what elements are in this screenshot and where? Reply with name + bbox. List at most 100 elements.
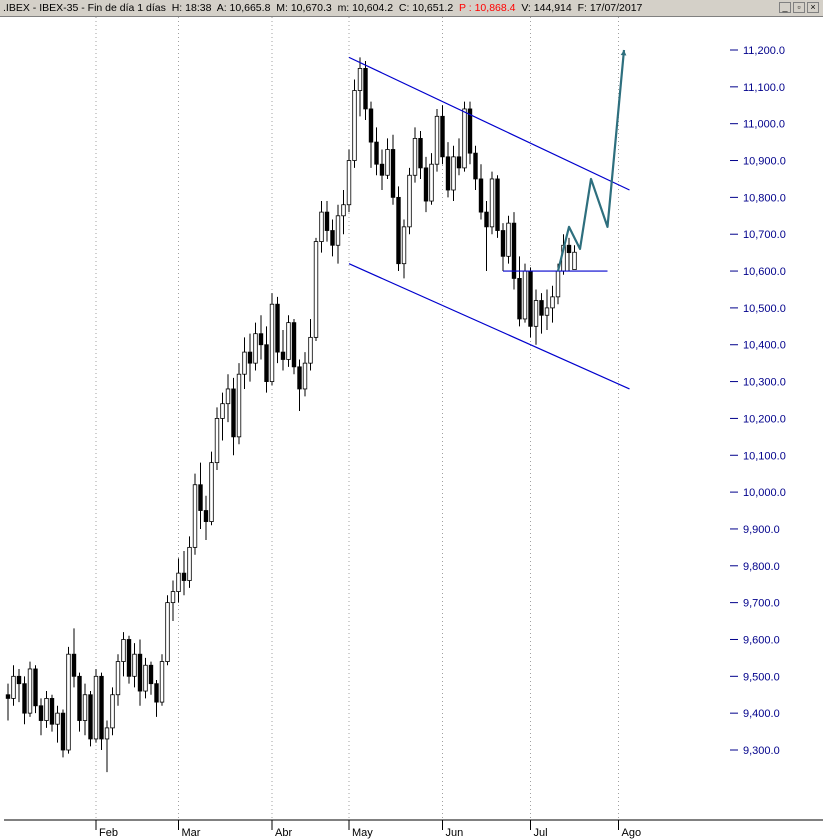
close-button[interactable]: × bbox=[807, 2, 819, 13]
candle-body bbox=[66, 653, 71, 751]
candle bbox=[16, 668, 22, 703]
candle-body bbox=[572, 251, 577, 270]
candle-body bbox=[374, 141, 379, 165]
candle-body bbox=[231, 388, 236, 438]
instrument-name: IBEX-35 bbox=[39, 2, 79, 14]
candle bbox=[203, 495, 209, 540]
candle bbox=[396, 186, 401, 272]
candle bbox=[291, 318, 297, 375]
open-label: A: bbox=[216, 2, 227, 14]
candle-body bbox=[104, 727, 110, 740]
candle bbox=[55, 705, 60, 743]
candle-body bbox=[38, 705, 44, 721]
candle-body bbox=[93, 675, 99, 740]
candle-body bbox=[517, 278, 522, 320]
y-tick-label: 10,700.0 bbox=[743, 229, 786, 241]
candlesticks bbox=[5, 57, 577, 773]
candle bbox=[341, 190, 346, 235]
candle bbox=[159, 654, 165, 706]
candle bbox=[236, 363, 242, 445]
y-tick-label: 11,100.0 bbox=[743, 82, 785, 94]
candle-body bbox=[22, 683, 27, 714]
candle bbox=[187, 536, 192, 588]
candle bbox=[220, 392, 225, 441]
y-tick-label: 9,400.0 bbox=[743, 708, 780, 720]
candle-body bbox=[176, 572, 181, 592]
candle bbox=[297, 359, 302, 412]
candle-body bbox=[55, 712, 60, 725]
candle-body bbox=[434, 115, 440, 165]
candle bbox=[165, 595, 170, 666]
candle-body bbox=[280, 351, 286, 360]
candle bbox=[363, 61, 368, 120]
candle bbox=[506, 215, 511, 264]
y-tick-label: 9,300.0 bbox=[743, 745, 780, 757]
candle-body bbox=[423, 167, 429, 202]
candle bbox=[566, 237, 572, 272]
x-tick-label: May bbox=[352, 827, 373, 839]
candle bbox=[352, 79, 357, 168]
y-tick-label: 10,600.0 bbox=[743, 266, 786, 278]
symbol: .IBEX bbox=[3, 2, 30, 14]
candle-body bbox=[115, 661, 121, 696]
candle bbox=[154, 680, 159, 717]
candle bbox=[209, 451, 214, 526]
channel-lower-line bbox=[348, 263, 630, 390]
candle-body bbox=[308, 336, 313, 364]
candle bbox=[181, 551, 187, 596]
candle bbox=[346, 149, 352, 213]
candle-body bbox=[242, 351, 247, 375]
y-tick-label: 10,200.0 bbox=[743, 413, 786, 425]
timeframe: Fin de día 1 días bbox=[87, 2, 166, 14]
candle-body bbox=[478, 178, 484, 213]
y-tick-label: 10,800.0 bbox=[743, 192, 786, 204]
minimize-button[interactable]: _ bbox=[779, 2, 791, 13]
p-value: 10,868.4 bbox=[474, 2, 516, 14]
candle-body bbox=[214, 418, 220, 464]
candle bbox=[11, 665, 16, 706]
x-tick-label: Feb bbox=[99, 827, 118, 839]
candle-body bbox=[385, 149, 390, 176]
candle-body bbox=[159, 661, 165, 703]
candle-body bbox=[506, 222, 511, 257]
candle bbox=[44, 691, 49, 728]
candle bbox=[473, 145, 478, 190]
candle-body bbox=[412, 138, 418, 176]
candle bbox=[214, 407, 220, 470]
candle bbox=[192, 473, 198, 555]
candle-body bbox=[148, 664, 154, 685]
trendlines bbox=[348, 49, 630, 390]
candle-body bbox=[192, 484, 198, 548]
restore-button[interactable]: ▫ bbox=[793, 2, 805, 13]
candle bbox=[572, 245, 577, 270]
candle-body bbox=[220, 403, 225, 419]
candle bbox=[412, 127, 418, 183]
candle bbox=[143, 657, 148, 699]
projection-arrowhead bbox=[620, 50, 627, 56]
candle-body bbox=[110, 694, 115, 729]
candle-body bbox=[181, 572, 187, 581]
candle-body bbox=[390, 149, 396, 198]
candle bbox=[484, 201, 489, 272]
time-label: H: bbox=[171, 2, 183, 14]
candle-body bbox=[126, 639, 132, 677]
candle bbox=[550, 285, 555, 323]
candle bbox=[198, 462, 203, 529]
candle-body bbox=[165, 602, 170, 662]
candle-body bbox=[203, 510, 209, 522]
candle-body bbox=[60, 712, 66, 751]
y-tick-label: 10,400.0 bbox=[743, 340, 786, 352]
candle-body bbox=[258, 333, 264, 346]
candle-body bbox=[489, 178, 495, 228]
price-chart[interactable]: 9,300.0 9,400.0 9,500.0 9,600.0 9,700.0 9,800… bbox=[0, 17, 823, 839]
candle bbox=[539, 293, 544, 334]
candle bbox=[374, 127, 379, 176]
candle bbox=[115, 654, 121, 706]
candle-body bbox=[473, 152, 478, 180]
candle-body bbox=[346, 160, 352, 206]
candle bbox=[330, 219, 335, 257]
candle-body bbox=[121, 639, 126, 662]
candle-body bbox=[363, 68, 368, 110]
candle bbox=[82, 683, 88, 736]
candle-body bbox=[533, 300, 539, 327]
